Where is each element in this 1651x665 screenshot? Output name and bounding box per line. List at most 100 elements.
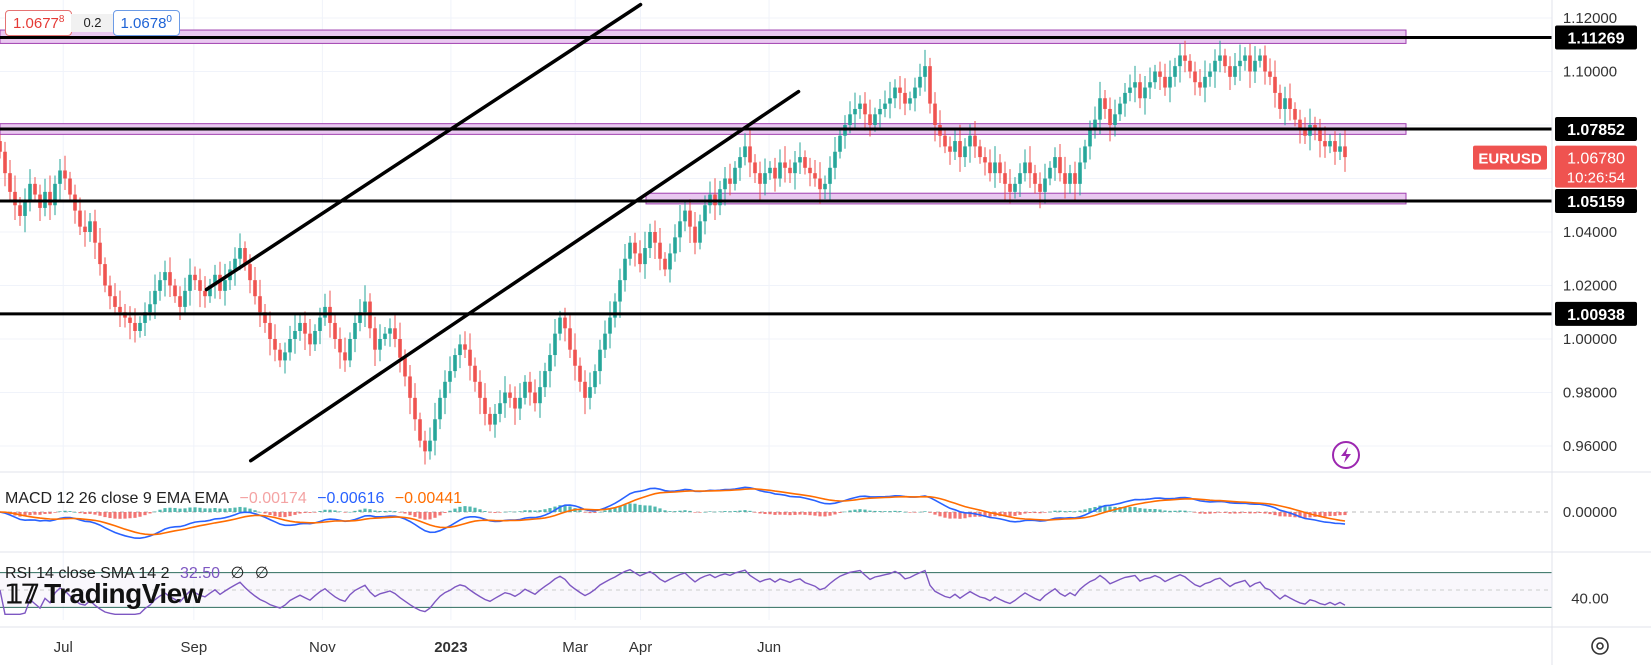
- candle-body: [93, 221, 97, 243]
- macd-line: [0, 486, 1346, 540]
- candle-body: [18, 205, 22, 216]
- candle-body: [0, 141, 2, 152]
- candle-body: [313, 330, 317, 345]
- candle-body: [498, 403, 502, 414]
- macd-histogram-bar: [1063, 511, 1067, 512]
- candle-body: [1153, 71, 1157, 83]
- candle-body: [398, 339, 402, 358]
- candle-body: [723, 178, 727, 190]
- candle-body: [243, 248, 247, 265]
- macd-histogram-bar: [863, 509, 867, 512]
- candle-body: [143, 312, 147, 323]
- macd-histogram-bar: [1118, 507, 1122, 512]
- macd-histogram-bar: [808, 512, 812, 516]
- candle-body: [463, 344, 467, 350]
- candlesticks[interactable]: [0, 40, 1347, 465]
- candle-body: [483, 397, 487, 414]
- macd-histogram-bar: [288, 512, 292, 517]
- macd-histogram-bar: [183, 508, 187, 512]
- macd-histogram-bar: [1223, 512, 1227, 513]
- macd-histogram-bar: [83, 512, 87, 515]
- macd-histogram-bar: [58, 511, 62, 512]
- macd-signal-line: [0, 488, 1346, 536]
- horizontal-levels[interactable]: [0, 36, 1552, 316]
- candle-body: [318, 317, 322, 331]
- lightning-icon[interactable]: [1332, 441, 1360, 469]
- macd-histogram-bar: [208, 508, 212, 512]
- macd-histogram-bar: [508, 511, 512, 513]
- macd-histogram-bar: [1108, 506, 1112, 512]
- macd-histogram-bar: [298, 512, 302, 514]
- macd-histogram-bar: [1168, 510, 1172, 512]
- macd-histogram-bar: [1103, 505, 1107, 512]
- macd-histogram-bar: [1153, 508, 1157, 512]
- candle-body: [1118, 103, 1122, 115]
- candle-body: [1233, 66, 1237, 77]
- candle-body: [838, 135, 842, 152]
- candle-body: [213, 274, 217, 286]
- candle-body: [1113, 114, 1117, 125]
- level-tag-label: 1.05159: [1567, 194, 1625, 211]
- macd-histogram-bar: [753, 512, 757, 513]
- macd-histogram-bar: [653, 506, 657, 512]
- candle-body: [953, 141, 957, 152]
- price-axis-label: 1.00000: [1563, 331, 1617, 348]
- candle-body: [653, 232, 657, 243]
- candle-body: [253, 280, 257, 297]
- macd-histogram-bar: [338, 511, 342, 513]
- candle-body: [323, 306, 327, 318]
- candle-body: [1143, 87, 1147, 99]
- spread-value: 0.2: [71, 14, 114, 32]
- candle-body: [473, 365, 477, 382]
- macd-histogram-bar: [478, 509, 482, 512]
- macd-histogram-bar: [143, 512, 147, 516]
- macd-histogram-bar: [1283, 512, 1287, 517]
- candle-body: [1193, 71, 1197, 83]
- candle-body: [1048, 167, 1052, 179]
- candle-body: [183, 290, 187, 307]
- level-tag: [1555, 188, 1637, 213]
- candle-body: [673, 237, 677, 254]
- candle-body: [233, 258, 237, 270]
- macd-histogram-bar: [858, 509, 862, 512]
- candle-body: [258, 296, 262, 313]
- candle-body: [563, 317, 567, 329]
- sell-button[interactable]: 1.06778: [5, 10, 73, 36]
- macd-histogram-bar: [1318, 512, 1322, 517]
- settings-icon[interactable]: [1591, 637, 1609, 655]
- macd-histogram-bar: [708, 511, 712, 512]
- candle-body: [993, 162, 997, 174]
- macd-legend[interactable]: MACD 12 26 close 9 EMA EMA −0.00174 −0.0…: [5, 490, 468, 508]
- macd-histogram-bar: [513, 511, 517, 513]
- trendlines[interactable]: [204, 2, 801, 463]
- candle-body: [1208, 71, 1212, 77]
- macd-histogram-bar: [908, 512, 912, 513]
- macd-histogram-bar: [133, 512, 137, 518]
- macd-histogram-bar: [643, 505, 647, 512]
- macd-histogram-bar: [313, 512, 317, 513]
- macd-histogram-bar: [1233, 512, 1237, 514]
- macd-histogram-bar: [33, 512, 37, 515]
- candle-body: [408, 376, 412, 398]
- price-axis-label: 1.04000: [1563, 224, 1617, 241]
- macd-histogram-bar: [518, 511, 522, 512]
- macd-histogram-bar: [903, 511, 907, 513]
- buy-button[interactable]: 1.06780: [112, 10, 180, 36]
- macd-histogram-bar: [723, 511, 727, 512]
- candle-body: [923, 66, 927, 77]
- candle-body: [638, 253, 642, 265]
- rsi-axis-label: 40.00: [1571, 591, 1609, 608]
- macd-histogram-bar: [848, 510, 852, 512]
- candle-body: [848, 114, 852, 125]
- macd-histogram-bar: [1193, 512, 1197, 513]
- candle-body: [358, 312, 362, 323]
- macd-histogram-bar: [1343, 512, 1347, 516]
- macd-histogram-bar: [403, 512, 407, 514]
- candle-body: [518, 397, 522, 409]
- candle-body: [88, 221, 92, 232]
- rsi-legend[interactable]: RSI 14 close SMA 14 2 32.50 ∅ ∅: [5, 563, 275, 583]
- macd-histogram-bar: [303, 512, 307, 513]
- candle-body: [343, 352, 347, 361]
- macd-histogram-bar: [213, 508, 217, 512]
